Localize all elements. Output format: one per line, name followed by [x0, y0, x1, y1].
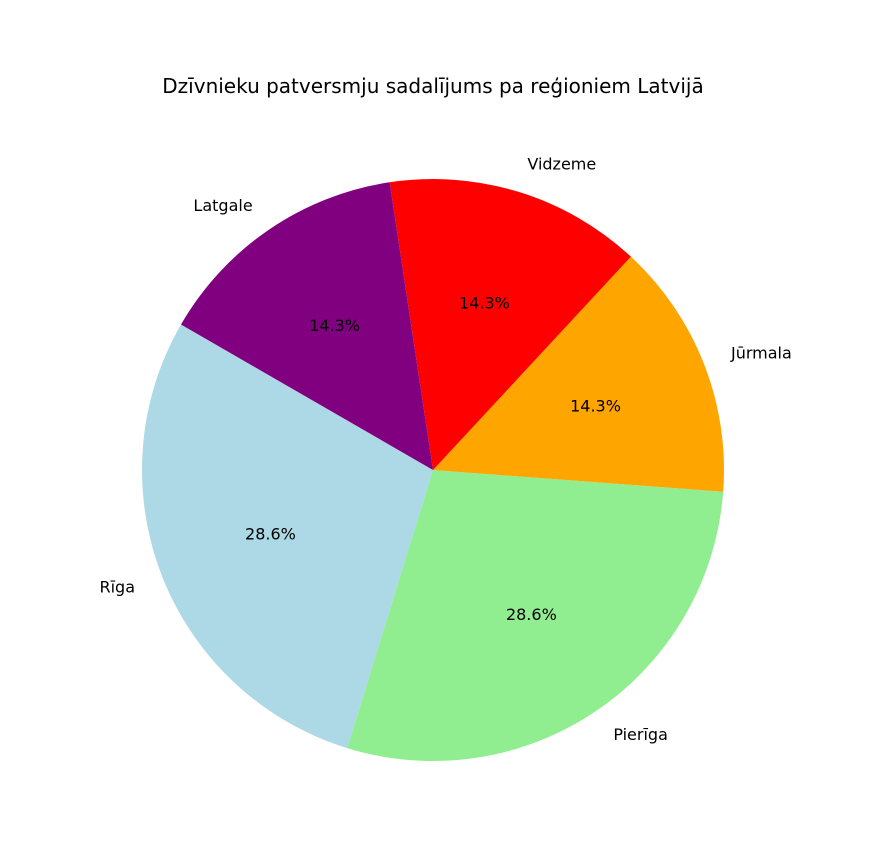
slice-label-riga: Rīga	[99, 577, 135, 596]
percent-label-riga: 28.6%	[245, 524, 296, 543]
chart-title: Dzīvnieku patversmju sadalījums pa reģio…	[162, 74, 704, 98]
pie-slice-riga	[142, 324, 433, 749]
slice-label-jurmala: Jūrmala	[730, 344, 792, 363]
percent-label-latgale: 14.3%	[309, 316, 360, 335]
slice-label-vidzeme: Vidzeme	[527, 155, 596, 174]
pie-slice-latgale	[180, 182, 433, 470]
pie-slice-vidzeme	[389, 179, 631, 470]
slice-label-latgale: Latgale	[193, 196, 252, 215]
pie-slice-pieriga	[347, 470, 724, 762]
percent-label-pieriga: 28.6%	[506, 605, 557, 624]
pie-slice-jurmala	[433, 256, 724, 492]
percent-label-jurmala: 14.3%	[570, 397, 621, 416]
slice-label-pieriga: Pierīga	[613, 725, 668, 744]
percent-label-vidzeme: 14.3%	[459, 294, 510, 313]
